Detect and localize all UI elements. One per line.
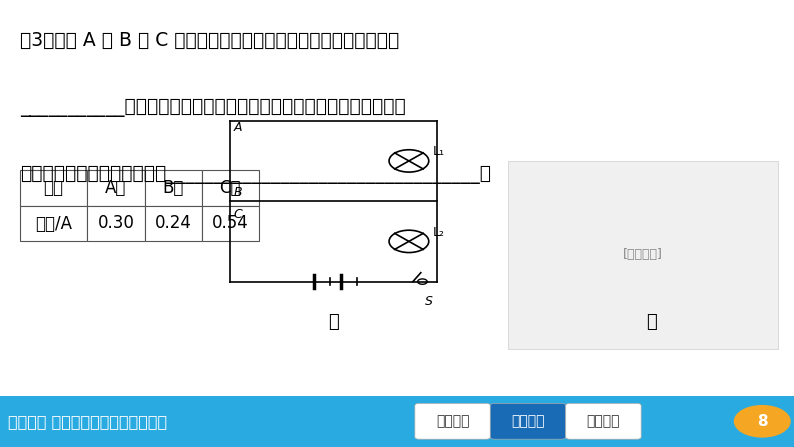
Text: C处: C处 <box>219 179 241 197</box>
Text: 0.24: 0.24 <box>155 215 191 232</box>
Text: B: B <box>234 186 242 199</box>
Bar <box>202 206 259 241</box>
Text: 位置: 位置 <box>44 179 64 197</box>
Text: L₁: L₁ <box>433 145 445 159</box>
Text: A处: A处 <box>106 179 126 197</box>
Text: 甲: 甲 <box>328 313 339 331</box>
Text: 随堂演练: 随堂演练 <box>511 414 545 428</box>
Text: 0.30: 0.30 <box>98 215 134 232</box>
Bar <box>87 206 145 241</box>
Text: （3）测出 A 、 B 、 C 三处的电流如下表所示，由此得出初步结论：: （3）测出 A 、 B 、 C 三处的电流如下表所示，由此得出初步结论： <box>20 31 399 51</box>
Text: C: C <box>233 208 243 221</box>
Bar <box>20 206 87 241</box>
Text: B处: B处 <box>163 179 183 197</box>
Text: 起航加油: 起航加油 <box>436 414 469 428</box>
Text: 0.54: 0.54 <box>212 215 249 232</box>
Text: A: A <box>234 121 242 134</box>
Text: 图14-4-12: 图14-4-12 <box>360 407 434 425</box>
Text: 电流/A: 电流/A <box>35 215 72 232</box>
Text: 当进行多次实验，操作方法是_________________________________。: 当进行多次实验，操作方法是___________________________… <box>20 165 491 185</box>
Bar <box>20 170 87 206</box>
Text: 第二课时 串、并联电路中电流的规律: 第二课时 串、并联电路中电流的规律 <box>8 414 167 429</box>
Text: L₂: L₂ <box>433 226 445 239</box>
Bar <box>202 170 259 206</box>
Bar <box>508 161 778 349</box>
Bar <box>145 206 202 241</box>
Text: 8: 8 <box>757 414 768 429</box>
Bar <box>145 170 202 206</box>
Bar <box>87 170 145 206</box>
Text: 课后达标: 课后达标 <box>587 414 620 428</box>
Text: ___________（用公式表示）。小梅指出：为了得出更普遍的规律，应: ___________（用公式表示）。小梅指出：为了得出更普遍的规律，应 <box>20 98 406 118</box>
Text: S: S <box>425 295 433 308</box>
Text: 乙: 乙 <box>646 313 657 331</box>
Text: [实验照片]: [实验照片] <box>623 248 663 261</box>
